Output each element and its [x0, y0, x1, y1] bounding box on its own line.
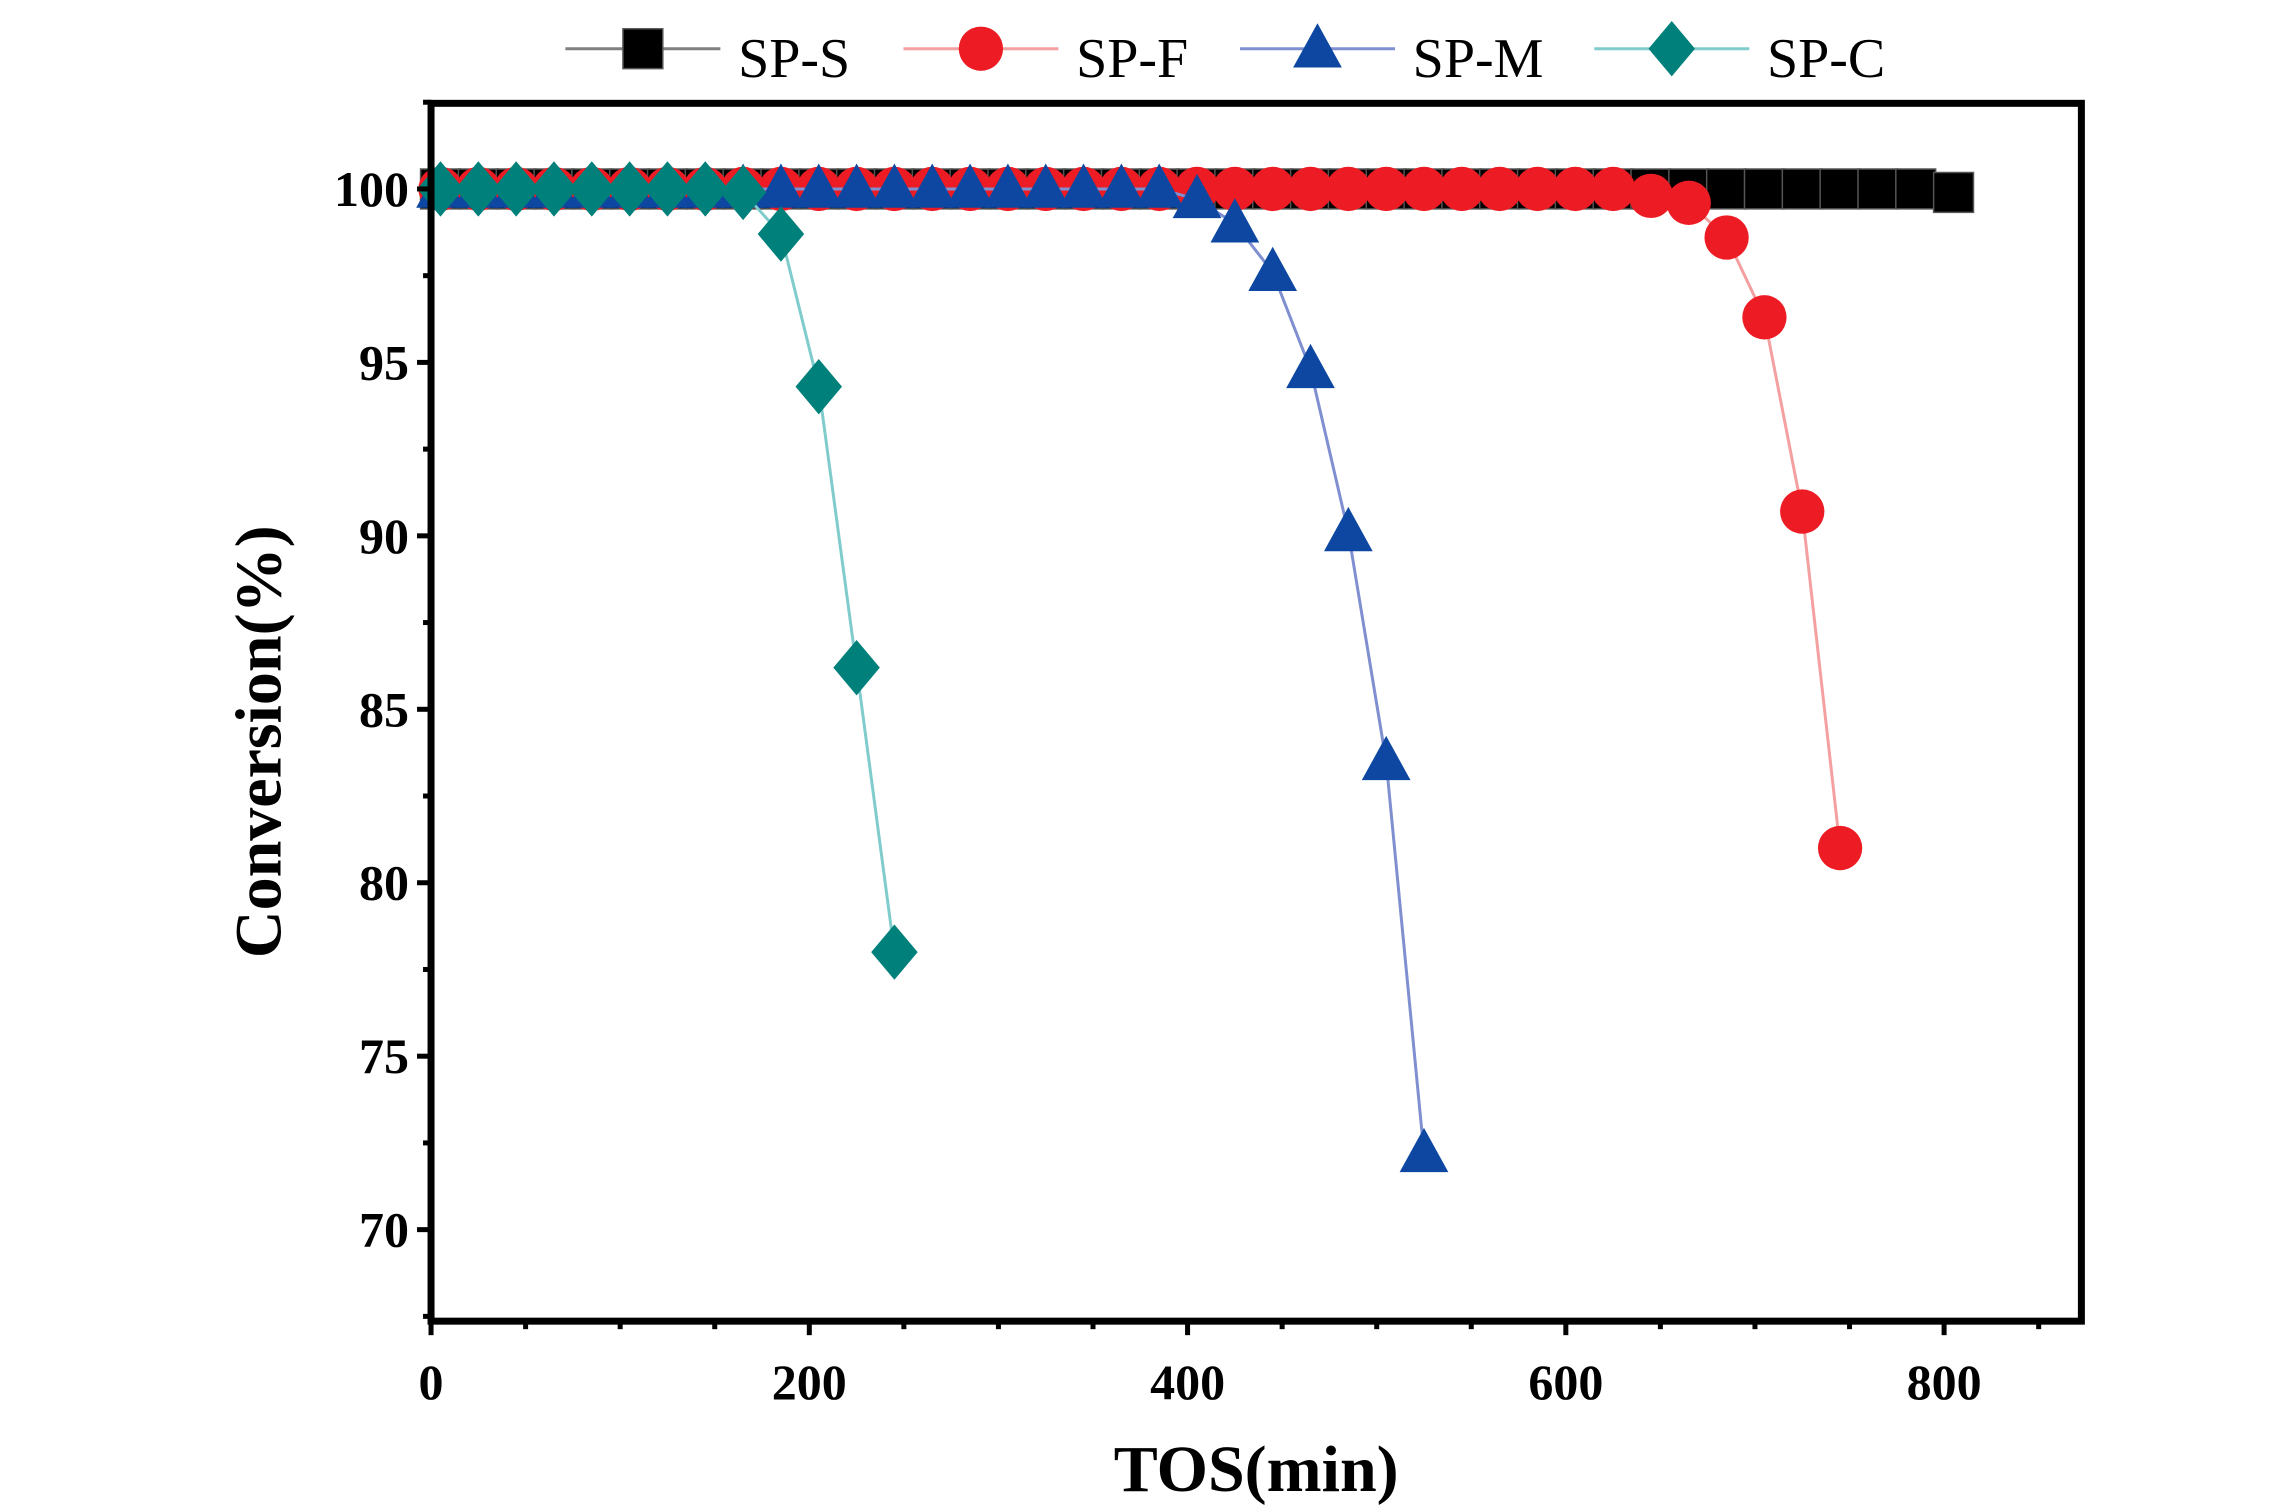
data-point-circle	[1780, 489, 1825, 534]
series-sp-c	[417, 161, 918, 980]
legend-item-sp-f: SP-F	[903, 26, 1188, 90]
data-point-square	[1895, 168, 1937, 210]
data-point-circle	[1553, 166, 1598, 212]
series-line	[440, 187, 896, 953]
data-point-triangle	[1210, 198, 1260, 243]
legend-label: SP-M	[1413, 28, 1544, 90]
data-point-circle	[1439, 166, 1484, 212]
legend-item-sp-s: SP-S	[565, 28, 850, 90]
data-point-circle	[1628, 173, 1674, 219]
data-point-square	[1781, 168, 1823, 210]
data-point-triangle	[1134, 163, 1184, 208]
data-point-diamond	[644, 161, 691, 217]
legend-marker-triangle	[1293, 23, 1342, 68]
data-point-diamond	[682, 161, 729, 217]
data-point-diamond	[795, 359, 843, 415]
data-point-diamond	[833, 639, 880, 696]
data-point-square	[1932, 171, 1975, 214]
data-point-circle	[1288, 166, 1333, 212]
data-point-circle	[1666, 180, 1711, 225]
data-point-triangle	[1361, 735, 1411, 781]
plot-frame	[427, 99, 2085, 1325]
x-tick-label: 400	[1150, 1354, 1225, 1410]
data-point-triangle	[1021, 163, 1071, 208]
x-tick-label: 800	[1907, 1354, 1982, 1410]
data-point-diamond	[568, 161, 616, 217]
legend-label: SP-S	[738, 28, 850, 90]
data-point-triangle	[832, 163, 881, 208]
data-point-diamond	[606, 161, 653, 217]
data-point-triangle	[907, 163, 957, 208]
data-point-triangle	[1097, 163, 1146, 208]
y-axis: 70 75 80 85 90 95 100	[334, 99, 432, 1319]
x-tick-label: 600	[1528, 1354, 1603, 1410]
data-point-circle	[1742, 295, 1787, 340]
y-axis-title: Conversion(%)	[222, 525, 295, 958]
data-point-diamond	[530, 161, 578, 217]
y-tick-label: 90	[359, 508, 409, 564]
data-point-triangle	[983, 163, 1033, 208]
data-point-square	[1857, 168, 1899, 210]
series-line	[440, 187, 1842, 849]
data-point-diamond	[719, 164, 767, 221]
x-tick-label: 0	[419, 1354, 444, 1410]
data-point-circle	[1515, 166, 1560, 212]
legend-label: SP-F	[1076, 28, 1188, 90]
x-axis: 0 200 400 600 800	[419, 1321, 2042, 1410]
data-point-triangle	[794, 163, 844, 208]
legend-marker-diamond	[1648, 21, 1696, 77]
data-point-circle	[1477, 166, 1522, 212]
data-point-diamond	[492, 161, 540, 217]
legend-item-sp-c: SP-C	[1594, 21, 1885, 90]
data-point-square	[1743, 168, 1786, 210]
data-point-triangle	[1286, 343, 1335, 389]
data-point-circle	[1590, 166, 1636, 212]
legend-marker-square	[622, 28, 664, 70]
series-sp-m	[416, 163, 1449, 1173]
data-point-triangle	[870, 163, 919, 208]
data-point-circle	[1250, 166, 1295, 212]
data-point-triangle	[1399, 1127, 1449, 1173]
data-point-circle	[1364, 166, 1409, 212]
legend-label: SP-C	[1767, 28, 1885, 90]
data-point-diamond	[757, 206, 805, 262]
data-point-triangle	[1248, 246, 1298, 292]
y-tick-label: 80	[359, 855, 409, 911]
y-tick-label: 70	[359, 1202, 409, 1258]
data-point-circle	[1704, 215, 1749, 260]
y-tick-label: 85	[359, 681, 409, 737]
x-axis-title: TOS(min)	[1114, 1433, 1399, 1506]
y-tick-label: 75	[359, 1028, 409, 1084]
data-point-diamond	[871, 924, 918, 980]
data-point-square	[1705, 168, 1748, 210]
series-sp-f	[418, 166, 1863, 871]
data-point-square	[1819, 168, 1861, 210]
data-point-diamond	[455, 161, 502, 217]
legend-marker-circle	[958, 26, 1004, 71]
legend: SP-S SP-F SP-M SP-C	[565, 21, 1885, 90]
data-point-triangle	[1323, 506, 1373, 552]
data-point-circle	[1401, 166, 1447, 212]
legend-item-sp-m: SP-M	[1239, 23, 1544, 90]
y-tick-label: 100	[334, 161, 409, 217]
data-point-circle	[1326, 166, 1371, 212]
y-tick-label: 95	[359, 334, 409, 390]
data-point-circle	[1212, 166, 1257, 212]
data-point-circle	[1817, 825, 1863, 871]
data-point-triangle	[945, 163, 995, 208]
x-tick-label: 200	[772, 1354, 847, 1410]
series-layer	[416, 161, 1975, 1173]
data-point-triangle	[756, 163, 806, 208]
data-point-triangle	[1059, 163, 1108, 208]
data-point-triangle	[1172, 173, 1222, 219]
series-line	[440, 187, 1426, 1154]
